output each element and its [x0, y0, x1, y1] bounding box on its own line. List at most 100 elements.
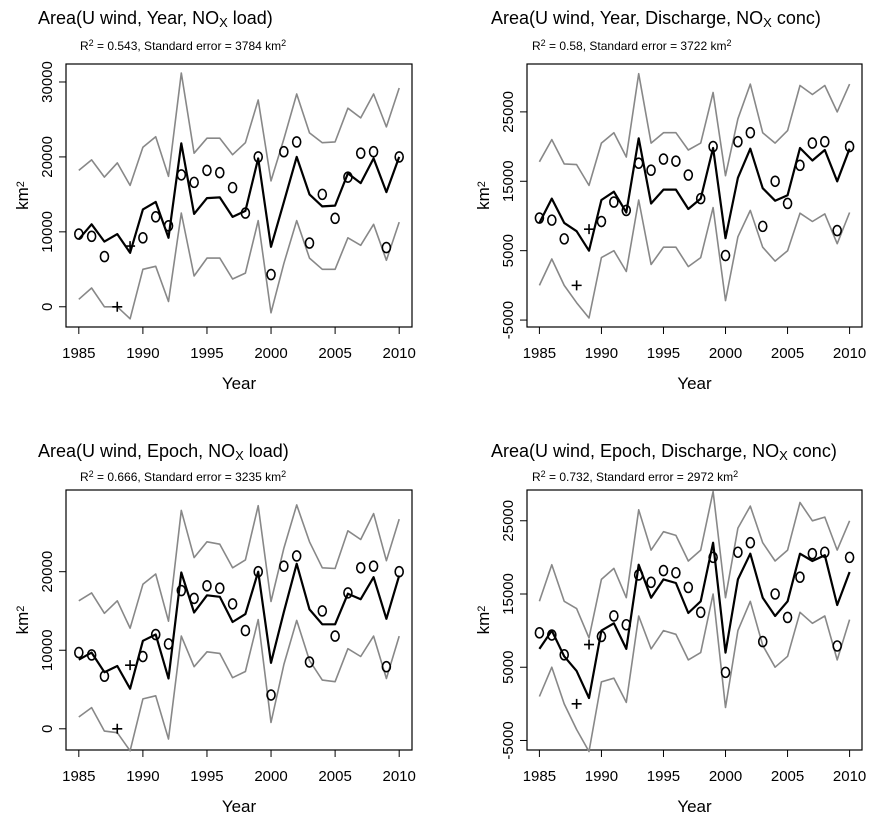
observed-point — [227, 181, 238, 194]
bound-line — [538, 490, 851, 639]
panel-subtitle-part: = 0.732, Standard error = 2972 km — [546, 470, 733, 484]
observed-point — [343, 171, 353, 183]
panel-subtitle: R2 = 0.732, Standard error = 2972 km2 — [532, 469, 738, 484]
observed-point — [355, 147, 366, 159]
observed-cross — [571, 280, 582, 291]
observed-point — [279, 560, 289, 572]
panel-title-part: conc) — [772, 8, 821, 28]
x-tick-label: 2000 — [254, 345, 287, 362]
bound-line — [538, 72, 851, 187]
observed-point — [720, 666, 731, 679]
y-axis-label-part: km — [474, 612, 493, 635]
panel-title-script: X — [779, 448, 788, 463]
panel-title-script: X — [219, 15, 228, 30]
panel-subtitle: R2 = 0.666, Standard error = 3235 km2 — [80, 469, 286, 484]
x-tick-label: 2010 — [382, 345, 415, 362]
fit-line — [78, 562, 401, 690]
observed-point — [782, 611, 793, 624]
y-tick-label: -5000 — [500, 301, 517, 339]
y-tick-label: -5000 — [500, 721, 517, 759]
observed-point — [609, 610, 619, 622]
fit-line — [538, 137, 851, 252]
bound-line — [538, 593, 851, 753]
panel-title-part: Area(U wind, Epoch, NO — [38, 441, 235, 461]
observed-point — [150, 628, 161, 641]
bound-line — [538, 199, 851, 319]
observed-point — [671, 155, 681, 167]
panel-subtitle-script: 2 — [541, 469, 546, 479]
y-axis-label-script: 2 — [15, 181, 27, 187]
x-tick-label: 1995 — [190, 345, 223, 362]
y-axis-label-part: km — [13, 612, 32, 635]
x-tick-label: 2005 — [771, 768, 804, 785]
panel: Area(U wind, Year, Discharge, NOX conc) R… — [474, 8, 866, 393]
panel-subtitle: R2 = 0.58, Standard error = 3722 km2 — [532, 38, 731, 53]
panel-title-part: Area(U wind, Year, Discharge, NO — [491, 8, 763, 28]
observed-point — [240, 207, 251, 219]
panel: Area(U wind, Epoch, NOX load)R2 = 0.666,… — [13, 441, 416, 816]
observed-point — [832, 640, 842, 652]
observed-point — [317, 188, 328, 201]
x-tick-label: 1990 — [585, 768, 618, 785]
observed-point — [720, 249, 731, 262]
observed-point — [683, 169, 694, 181]
observed-point — [559, 648, 570, 661]
observed-point — [633, 157, 644, 170]
observed-point — [547, 214, 557, 226]
y-tick-label: 20000 — [39, 551, 56, 593]
observed-point — [381, 660, 392, 673]
x-tick-label: 2010 — [382, 768, 415, 785]
panel-subtitle-part: R — [80, 39, 89, 53]
panel-subtitle: R2 = 0.543, Standard error = 3784 km2 — [80, 38, 286, 53]
y-axis-label: km2 — [13, 606, 32, 635]
observed-point — [695, 606, 706, 619]
observed-point — [368, 145, 379, 158]
panel-title: Area(U wind, Year, NOX load) — [38, 8, 273, 30]
panel-subtitle-part: = 0.58, Standard error = 3722 km — [546, 39, 727, 53]
observed-point — [227, 598, 238, 610]
fit-line — [77, 142, 401, 254]
bound-line — [78, 504, 400, 629]
observed-point — [646, 164, 656, 176]
observed-point — [214, 582, 225, 594]
observed-point — [163, 220, 174, 232]
observed-point — [381, 241, 392, 254]
observed-point — [189, 176, 199, 189]
observed-point — [163, 638, 174, 650]
observed-point — [807, 547, 818, 560]
x-axis-label: Year — [222, 797, 257, 816]
observed-point — [621, 618, 632, 631]
observed-point — [547, 629, 557, 641]
observed-point — [534, 212, 545, 224]
observed-point — [202, 580, 212, 592]
x-tick-label: 1985 — [523, 345, 556, 362]
observed-cross — [125, 660, 136, 671]
observed-cross — [584, 224, 595, 235]
panel-subtitle-script: 2 — [733, 469, 738, 479]
panel-title-part: load) — [244, 441, 289, 461]
observed-point — [658, 153, 669, 165]
observed-point — [394, 151, 404, 163]
panel-subtitle-script: 2 — [281, 469, 286, 479]
x-tick-label: 1995 — [647, 768, 680, 785]
observed-point — [189, 592, 199, 605]
observed-point — [138, 232, 148, 244]
y-tick-label: 10000 — [39, 211, 56, 253]
observed-point — [266, 689, 276, 701]
observed-point — [621, 204, 632, 217]
observed-point — [74, 228, 84, 240]
observed-point — [99, 250, 110, 263]
observed-point — [832, 224, 842, 237]
observed-point — [795, 571, 805, 583]
observed-point — [609, 196, 619, 208]
bound-line — [78, 618, 400, 752]
observed-point — [394, 565, 404, 578]
observed-point — [807, 137, 818, 149]
observed-point — [770, 588, 780, 600]
observed-point — [844, 551, 855, 564]
x-tick-label: 1985 — [523, 768, 556, 785]
plot-frame — [65, 489, 413, 751]
observed-point — [683, 581, 694, 594]
observed-point — [368, 560, 379, 572]
